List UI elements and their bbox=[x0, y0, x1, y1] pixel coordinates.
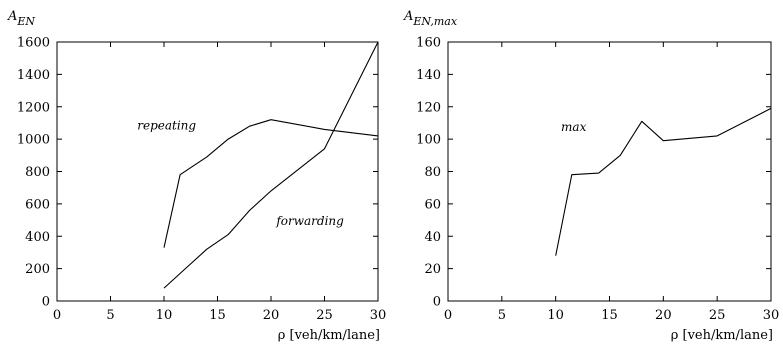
y-tick-label: 1200 bbox=[17, 100, 50, 115]
plot-frame bbox=[447, 41, 772, 302]
x-tick-label: 30 bbox=[763, 308, 780, 323]
x-tick-label: 0 bbox=[444, 308, 452, 323]
series-line-max bbox=[555, 107, 772, 256]
x-tick-label: 5 bbox=[498, 308, 506, 323]
y-axis-title: AEN,max bbox=[403, 9, 458, 28]
x-tick-label: 5 bbox=[106, 308, 114, 323]
series-label-repeating: repeating bbox=[137, 118, 196, 132]
x-tick-label: 20 bbox=[655, 308, 672, 323]
y-tick-label: 200 bbox=[25, 262, 50, 277]
x-tick-label: 0 bbox=[53, 308, 61, 323]
y-tick-label: 1600 bbox=[17, 36, 50, 51]
chart-aen: 0 200 400 600 800 1000 1200 1400 1600 0 5 10 15 20 25 3… bbox=[7, 9, 386, 343]
y-tick-label: 100 bbox=[416, 133, 441, 148]
x-tick-label: 10 bbox=[156, 308, 173, 323]
x-axis-title: ρ [veh/km/lane] bbox=[278, 328, 380, 343]
x-tick-label: 10 bbox=[547, 308, 564, 323]
y-tick-label: 600 bbox=[25, 197, 50, 212]
series-line-repeating bbox=[163, 119, 379, 248]
y-tick-label: 0 bbox=[42, 295, 50, 310]
y-tick-label: 1400 bbox=[17, 68, 50, 83]
series-label-max: max bbox=[561, 120, 587, 134]
y-axis-title: AEN bbox=[7, 9, 35, 28]
x-tick-label: 25 bbox=[709, 308, 726, 323]
series-label-forwarding: forwarding bbox=[275, 214, 344, 228]
x-tick-label: 20 bbox=[263, 308, 280, 323]
y-tick-label: 800 bbox=[25, 165, 50, 180]
chart-aen-max: 0 20 40 60 80 100 120 140 160 0 5 10 15 20 25 30 ρ [veh/… bbox=[403, 9, 779, 343]
y-tick-label: 20 bbox=[424, 262, 441, 277]
y-tick-label: 80 bbox=[424, 165, 441, 180]
y-tick-label: 0 bbox=[433, 295, 441, 310]
y-tick-label: 400 bbox=[25, 230, 50, 245]
x-tick-label: 30 bbox=[370, 308, 387, 323]
plot-frame bbox=[56, 41, 379, 302]
x-tick-label: 25 bbox=[316, 308, 333, 323]
x-tick-label: 15 bbox=[209, 308, 226, 323]
y-tick-label: 40 bbox=[424, 230, 441, 245]
y-tick-label: 160 bbox=[416, 36, 441, 51]
y-tick-label: 60 bbox=[424, 197, 441, 212]
series-line-forwarding bbox=[163, 41, 379, 289]
x-tick-label: 15 bbox=[601, 308, 618, 323]
y-tick-label: 1000 bbox=[17, 133, 50, 148]
y-tick-label: 120 bbox=[416, 100, 441, 115]
x-axis-title: ρ [veh/km/lane] bbox=[671, 328, 773, 343]
y-tick-label: 140 bbox=[416, 68, 441, 83]
